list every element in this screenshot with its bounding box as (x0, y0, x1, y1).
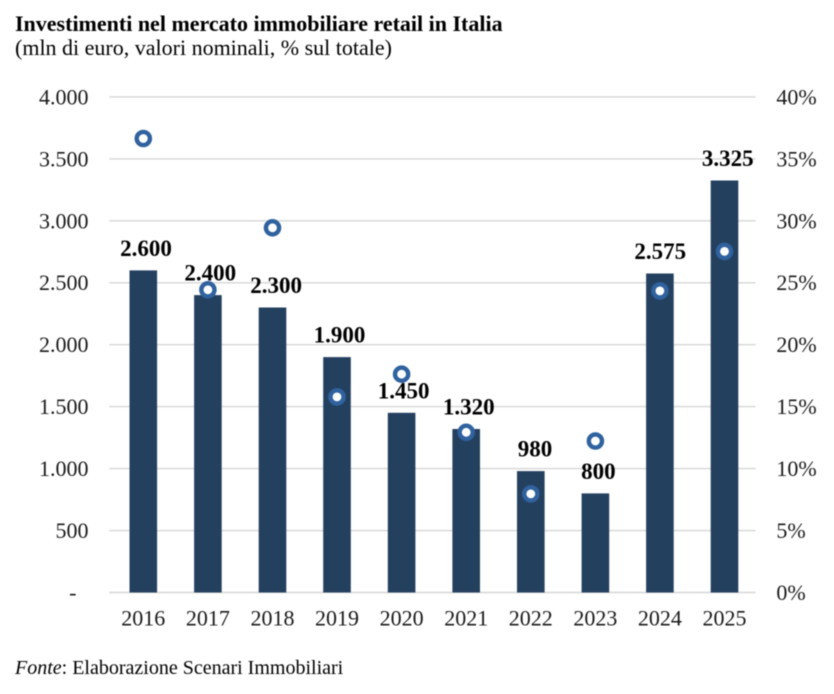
svg-text:20%: 20% (776, 332, 816, 357)
svg-text:40%: 40% (776, 84, 816, 109)
svg-text:3.325: 3.325 (702, 146, 754, 171)
svg-text:2.000: 2.000 (39, 332, 89, 357)
svg-text:2022: 2022 (509, 606, 553, 631)
svg-text:2024: 2024 (638, 606, 682, 631)
svg-text:1.500: 1.500 (39, 394, 89, 419)
svg-text:1.320: 1.320 (443, 395, 495, 420)
svg-text:980: 980 (518, 437, 553, 462)
svg-text:5%: 5% (776, 518, 805, 543)
svg-text:35%: 35% (776, 146, 816, 171)
svg-text:2.575: 2.575 (634, 239, 686, 264)
svg-text:800: 800 (581, 459, 616, 484)
svg-text:2018: 2018 (251, 606, 295, 631)
svg-text:2016: 2016 (121, 606, 165, 631)
svg-text:500: 500 (56, 518, 89, 543)
svg-text:10%: 10% (776, 456, 816, 481)
svg-text:3.000: 3.000 (39, 208, 89, 233)
svg-text:2.500: 2.500 (39, 270, 89, 295)
svg-text:2020: 2020 (380, 606, 424, 631)
svg-text:-: - (69, 580, 76, 605)
svg-text:15%: 15% (776, 394, 816, 419)
svg-text:1.000: 1.000 (39, 456, 89, 481)
svg-text:25%: 25% (776, 270, 816, 295)
svg-text:3.500: 3.500 (39, 146, 89, 171)
svg-text:30%: 30% (776, 208, 816, 233)
svg-text:2.300: 2.300 (250, 273, 302, 298)
svg-text:2019: 2019 (315, 606, 359, 631)
svg-text:2017: 2017 (186, 606, 230, 631)
svg-text:2023: 2023 (573, 606, 617, 631)
svg-text:2.600: 2.600 (120, 236, 172, 261)
svg-text:4.000: 4.000 (39, 84, 89, 109)
svg-text:2021: 2021 (444, 606, 488, 631)
svg-text:1.900: 1.900 (314, 323, 366, 348)
svg-text:2025: 2025 (703, 606, 747, 631)
svg-text:0%: 0% (776, 580, 805, 605)
